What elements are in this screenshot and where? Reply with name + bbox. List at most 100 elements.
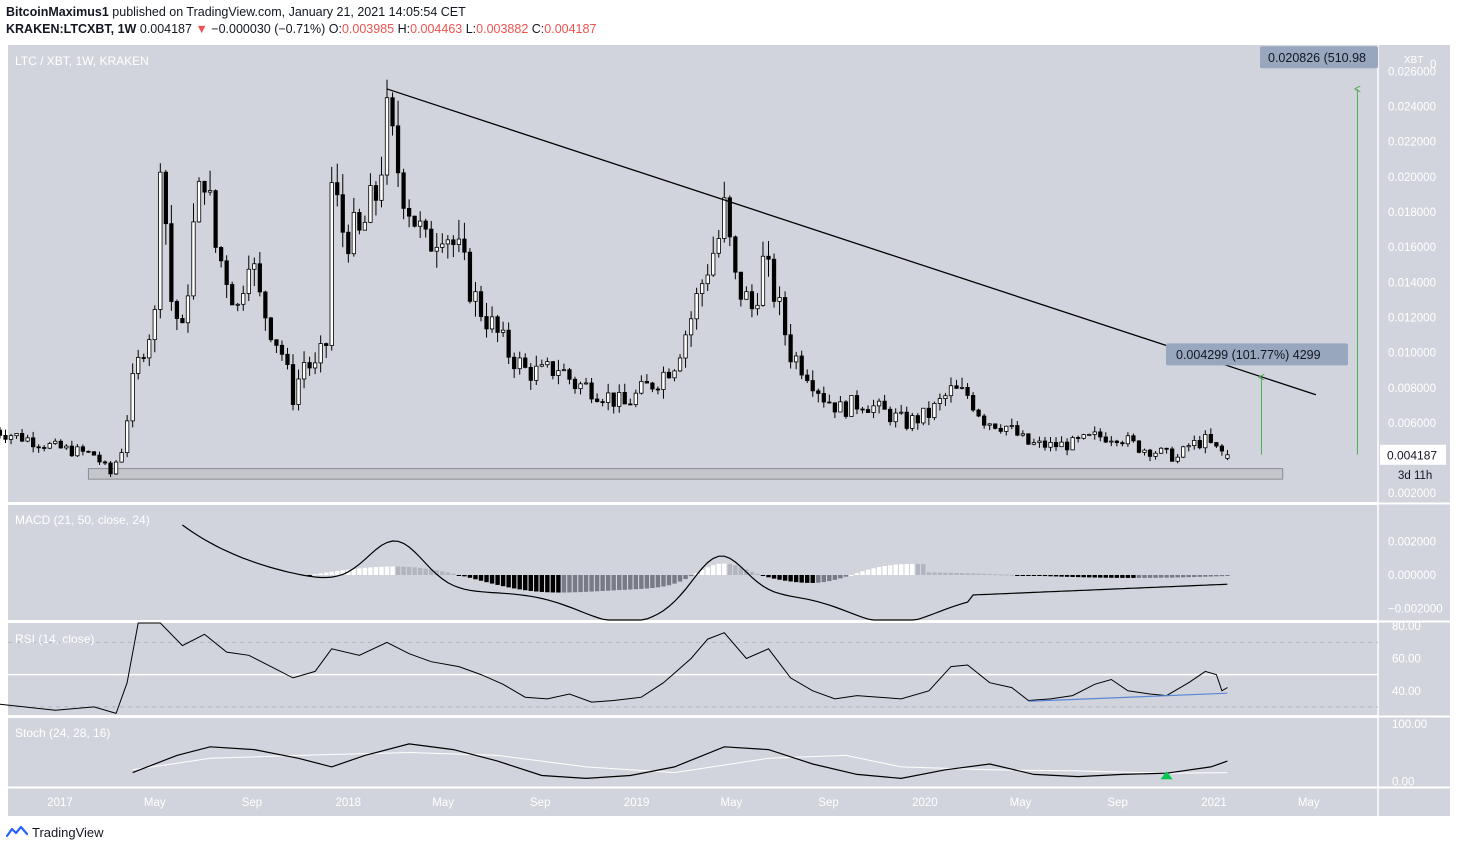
candle[interactable] <box>484 302 489 338</box>
candle[interactable] <box>1136 440 1142 454</box>
candle[interactable] <box>617 384 622 413</box>
candle[interactable] <box>301 351 307 389</box>
measure-label-2[interactable] <box>1260 46 1378 69</box>
candle[interactable] <box>854 390 860 415</box>
candle[interactable] <box>445 235 450 259</box>
candle[interactable] <box>1225 449 1230 461</box>
candle[interactable] <box>346 224 351 263</box>
candle[interactable] <box>1064 438 1070 456</box>
candle[interactable] <box>141 353 146 363</box>
candle[interactable] <box>113 460 119 475</box>
candle[interactable] <box>788 323 793 369</box>
candle[interactable] <box>528 363 533 390</box>
candle[interactable] <box>362 215 368 231</box>
candle[interactable] <box>921 407 926 426</box>
candle[interactable] <box>1042 436 1048 451</box>
candle[interactable] <box>589 377 594 404</box>
candle[interactable] <box>782 291 788 346</box>
candle[interactable] <box>279 340 285 361</box>
rsi-pane[interactable] <box>8 623 1378 715</box>
candle[interactable] <box>534 355 539 386</box>
candle[interactable] <box>407 199 412 228</box>
candle[interactable] <box>1092 426 1097 440</box>
candle[interactable] <box>583 377 589 385</box>
candle[interactable] <box>982 413 987 429</box>
candle[interactable] <box>832 402 837 419</box>
candle[interactable] <box>36 444 41 453</box>
candle[interactable] <box>766 241 771 277</box>
candle[interactable] <box>434 233 439 268</box>
candle[interactable] <box>865 405 871 413</box>
candle[interactable] <box>69 440 74 457</box>
candle[interactable] <box>688 311 694 347</box>
candle[interactable] <box>241 285 246 311</box>
candle[interactable] <box>799 350 804 380</box>
candle[interactable] <box>1109 436 1114 447</box>
candle[interactable] <box>888 406 893 426</box>
candle[interactable] <box>64 444 69 450</box>
candle[interactable] <box>357 208 362 235</box>
candle[interactable] <box>777 286 782 316</box>
candle[interactable] <box>1131 433 1136 443</box>
measure-label-1[interactable] <box>1166 343 1348 366</box>
candle[interactable] <box>152 305 157 353</box>
symbol-label[interactable]: KRAKEN:LTCXBT, 1W <box>6 22 137 36</box>
candle[interactable] <box>80 444 86 456</box>
candle[interactable] <box>1214 442 1219 449</box>
candle[interactable] <box>97 451 102 465</box>
candle[interactable] <box>1142 448 1147 456</box>
candle[interactable] <box>158 163 163 319</box>
candle[interactable] <box>1208 428 1213 444</box>
stoch-pane[interactable] <box>8 718 1378 787</box>
candle[interactable] <box>954 379 959 389</box>
candle[interactable] <box>75 444 80 457</box>
candle[interactable] <box>429 220 434 252</box>
candle[interactable] <box>694 287 699 330</box>
candle[interactable] <box>904 406 909 431</box>
candle[interactable] <box>335 163 340 207</box>
candle[interactable] <box>268 316 274 343</box>
candle[interactable] <box>252 257 257 287</box>
candle[interactable] <box>810 370 815 397</box>
candle[interactable] <box>313 352 318 375</box>
candle[interactable] <box>219 246 224 268</box>
candle[interactable] <box>578 381 583 395</box>
candle[interactable] <box>943 392 948 406</box>
candle[interactable] <box>970 392 976 413</box>
candle[interactable] <box>53 438 58 445</box>
candle[interactable] <box>1059 436 1064 448</box>
candle[interactable] <box>108 460 113 478</box>
candle[interactable] <box>368 173 373 224</box>
candle[interactable] <box>700 279 705 307</box>
candle[interactable] <box>1147 448 1153 462</box>
candle[interactable] <box>666 368 672 379</box>
candle[interactable] <box>324 342 329 359</box>
candle[interactable] <box>655 386 661 395</box>
candle[interactable] <box>965 383 970 399</box>
candle[interactable] <box>738 271 743 307</box>
rsi-rising-trendline[interactable] <box>1028 692 1228 702</box>
candle[interactable] <box>418 211 423 238</box>
candle[interactable] <box>545 357 550 368</box>
macd-pane[interactable] <box>8 505 1378 620</box>
candle[interactable] <box>440 233 445 253</box>
candle[interactable] <box>257 251 262 297</box>
candle[interactable] <box>572 376 578 394</box>
candle[interactable] <box>296 369 301 411</box>
candle[interactable] <box>805 369 810 384</box>
candle[interactable] <box>987 423 992 431</box>
candle[interactable] <box>1103 432 1108 444</box>
candle[interactable] <box>871 399 876 419</box>
candle[interactable] <box>191 203 196 300</box>
candle[interactable] <box>318 335 323 373</box>
candle[interactable] <box>794 351 799 370</box>
candle[interactable] <box>932 401 937 421</box>
candle[interactable] <box>185 284 191 333</box>
candle[interactable] <box>3 429 8 443</box>
candle[interactable] <box>622 383 627 405</box>
candle[interactable] <box>838 395 843 413</box>
candle[interactable] <box>307 356 312 376</box>
candle[interactable] <box>860 406 865 414</box>
candle[interactable] <box>899 404 904 415</box>
